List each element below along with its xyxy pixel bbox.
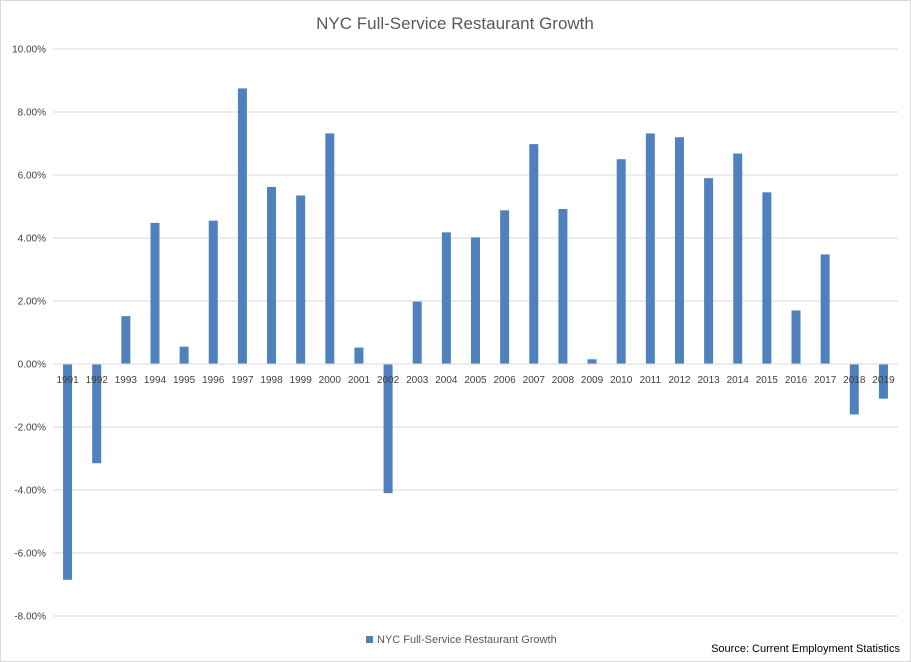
bar-1994 [150, 222, 160, 364]
y-tick-label: 8.00% [18, 108, 46, 119]
x-tick-label: 1996 [202, 375, 225, 386]
x-tick-label: 2005 [464, 375, 487, 386]
x-tick-label: 2010 [610, 375, 633, 386]
x-tick-label: 2001 [348, 375, 371, 386]
bar-2009 [587, 359, 597, 364]
bar-2013 [704, 178, 714, 364]
bar-2003 [412, 301, 422, 364]
bar-1992 [92, 364, 102, 464]
x-tick-label: 1993 [115, 375, 138, 386]
bar-2005 [471, 237, 480, 364]
bar-2004 [441, 232, 451, 364]
x-tick-label: 2008 [552, 375, 575, 386]
y-tick-label: -8.00% [14, 612, 46, 623]
bar-2000 [325, 133, 335, 364]
y-tick-label: -2.00% [14, 423, 46, 434]
x-tick-label: 2013 [697, 375, 720, 386]
x-tick-label: 2019 [872, 375, 895, 386]
bar-1998 [267, 186, 277, 364]
bar-2007 [529, 144, 539, 364]
bar-2001 [354, 347, 364, 364]
x-tick-label: 2007 [523, 375, 546, 386]
bar-2006 [500, 210, 510, 364]
legend-label: NYC Full-Service Restaurant Growth [377, 634, 557, 646]
x-tick-label: 1998 [260, 375, 283, 386]
x-tick-label: 1992 [86, 375, 109, 386]
x-tick-label: 2017 [814, 375, 837, 386]
bar-1999 [296, 195, 306, 364]
bar-2018 [849, 364, 859, 415]
y-tick-label: 0.00% [18, 360, 46, 371]
x-tick-label: 2012 [668, 375, 691, 386]
x-tick-label: 2018 [843, 375, 866, 386]
x-tick-label: 2016 [785, 375, 808, 386]
y-tick-label: -4.00% [14, 486, 46, 497]
bars [63, 88, 888, 580]
bar-1993 [121, 316, 131, 364]
x-tick-label: 2011 [640, 375, 662, 386]
bar-2014 [733, 153, 743, 364]
x-tick-label: 1999 [290, 375, 313, 386]
legend-swatch [366, 636, 373, 643]
y-tick-label: 10.00% [12, 45, 46, 56]
x-tick-label: 1995 [173, 375, 196, 386]
y-axis-ticks: -8.00% -6.00% -4.00% -2.00% 0.00% 2.00% 4.00% 6… [12, 45, 46, 623]
bar-2008 [558, 209, 568, 364]
x-tick-label: 2004 [435, 375, 458, 386]
x-tick-label: 2015 [756, 375, 779, 386]
x-tick-label: 2003 [406, 375, 429, 386]
bar-2015 [762, 192, 772, 364]
bar-2016 [791, 310, 801, 364]
chart-title: NYC Full-Service Restaurant Growth [316, 14, 594, 33]
y-tick-label: 2.00% [18, 297, 46, 308]
bar-1991 [63, 364, 73, 580]
x-tick-label: 2000 [319, 375, 342, 386]
bar-2012 [674, 137, 684, 364]
x-tick-label: 1997 [231, 375, 254, 386]
bar-2010 [616, 159, 626, 364]
bar-1996 [208, 220, 218, 364]
bar-1997 [237, 88, 247, 364]
x-tick-label: 2006 [494, 375, 517, 386]
bar-2011 [645, 133, 655, 364]
source-annotation: Source: Current Employment Statistics [711, 643, 900, 655]
x-tick-label: 1994 [144, 375, 167, 386]
y-tick-label: 6.00% [18, 171, 46, 182]
bar-2019 [878, 364, 888, 399]
x-tick-label: 2002 [377, 375, 400, 386]
x-axis-ticks: 1991 1992 1993 1994 1995 1996 1997 1998 1999 2000… [56, 375, 895, 386]
bar-1995 [179, 346, 189, 364]
bar-2017 [820, 254, 830, 364]
legend: NYC Full-Service Restaurant Growth [366, 634, 557, 646]
x-tick-label: 2014 [727, 375, 750, 386]
x-tick-label: 2009 [581, 375, 604, 386]
y-tick-label: 4.00% [18, 234, 46, 245]
x-tick-label: 1991 [56, 375, 79, 386]
bar-2002 [383, 364, 393, 494]
y-tick-label: -6.00% [14, 549, 46, 560]
